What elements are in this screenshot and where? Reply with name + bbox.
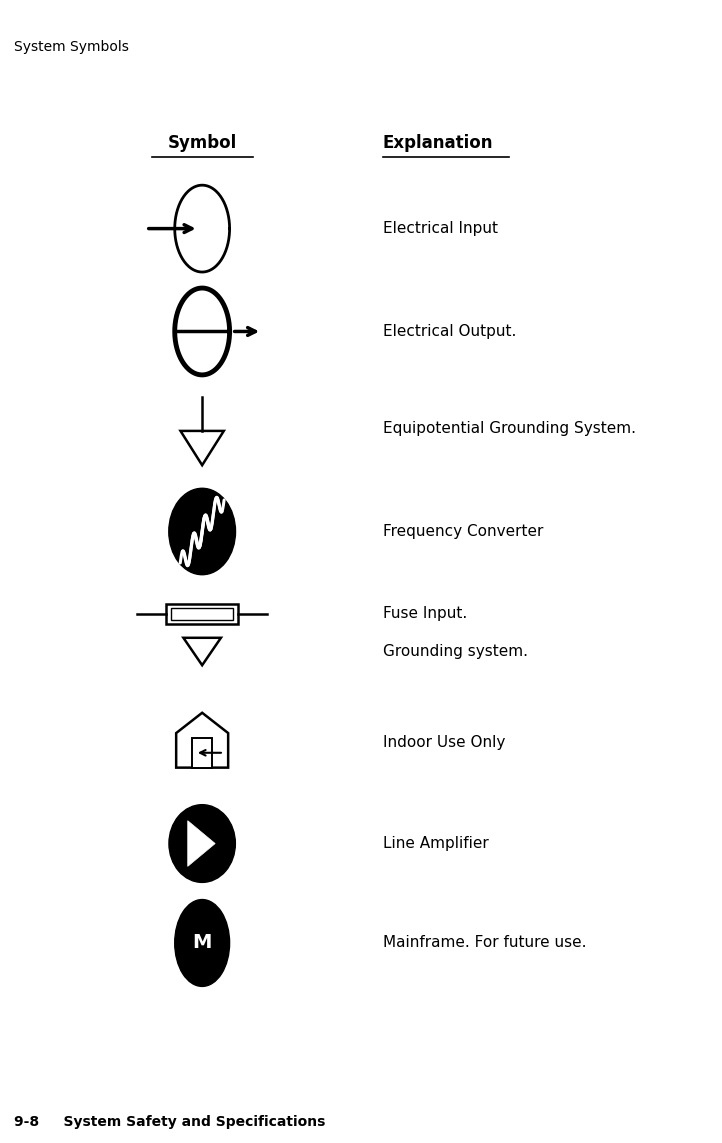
Polygon shape — [188, 821, 215, 866]
Bar — [166, 604, 238, 624]
Bar — [192, 738, 212, 768]
Text: Line Amplifier: Line Amplifier — [383, 836, 488, 852]
Text: Indoor Use Only: Indoor Use Only — [383, 735, 505, 751]
Text: M: M — [193, 934, 212, 952]
Text: 9-8     System Safety and Specifications: 9-8 System Safety and Specifications — [14, 1116, 326, 1129]
Text: System Symbols: System Symbols — [14, 40, 129, 54]
Text: Fuse Input.: Fuse Input. — [383, 606, 467, 622]
Text: Symbol: Symbol — [168, 134, 237, 152]
Text: Grounding system.: Grounding system. — [383, 644, 528, 660]
Ellipse shape — [169, 488, 235, 575]
Text: Mainframe. For future use.: Mainframe. For future use. — [383, 935, 586, 951]
Text: Electrical Input: Electrical Input — [383, 221, 497, 237]
Ellipse shape — [169, 805, 235, 882]
Bar — [171, 608, 233, 620]
Circle shape — [175, 900, 230, 986]
Text: Explanation: Explanation — [383, 134, 493, 152]
Text: Electrical Output.: Electrical Output. — [383, 323, 516, 339]
Text: Frequency Converter: Frequency Converter — [383, 523, 543, 539]
Text: Equipotential Grounding System.: Equipotential Grounding System. — [383, 421, 635, 437]
